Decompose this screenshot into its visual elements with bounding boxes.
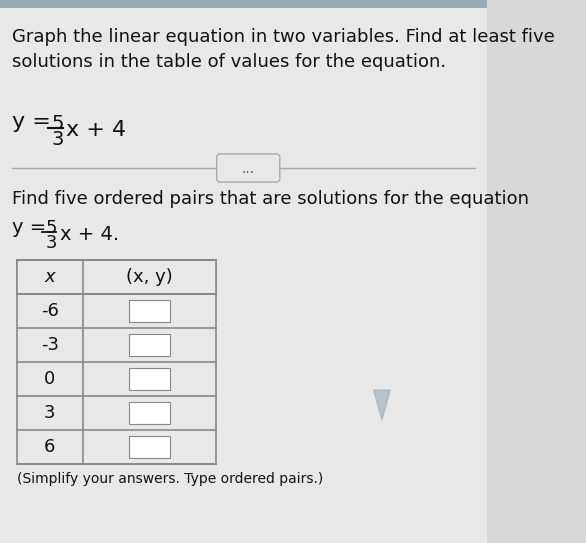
Text: 5: 5 [52, 114, 64, 133]
Text: -3: -3 [41, 336, 59, 354]
Text: 3: 3 [52, 130, 64, 149]
FancyBboxPatch shape [217, 154, 280, 182]
Text: 6: 6 [44, 438, 56, 456]
FancyBboxPatch shape [0, 0, 486, 543]
Text: y =: y = [12, 112, 50, 132]
FancyBboxPatch shape [129, 334, 170, 356]
Polygon shape [374, 390, 390, 420]
Text: (x, y): (x, y) [126, 268, 173, 286]
Text: ...: ... [241, 162, 255, 176]
Text: x + 4: x + 4 [66, 120, 127, 140]
Text: x + 4.: x + 4. [60, 225, 119, 244]
FancyBboxPatch shape [129, 436, 170, 458]
Text: 0: 0 [44, 370, 56, 388]
Text: -6: -6 [41, 302, 59, 320]
FancyBboxPatch shape [0, 0, 486, 8]
FancyBboxPatch shape [129, 368, 170, 390]
Text: x: x [45, 268, 55, 286]
FancyBboxPatch shape [16, 260, 216, 294]
Text: 3: 3 [44, 404, 56, 422]
Text: 3: 3 [46, 234, 57, 252]
Text: 5: 5 [46, 219, 57, 237]
FancyBboxPatch shape [129, 402, 170, 424]
Text: y =: y = [12, 218, 46, 237]
Text: Find five ordered pairs that are solutions for the equation: Find five ordered pairs that are solutio… [12, 190, 529, 208]
FancyBboxPatch shape [129, 300, 170, 322]
Text: (Simplify your answers. Type ordered pairs.): (Simplify your answers. Type ordered pai… [16, 472, 323, 486]
FancyBboxPatch shape [16, 260, 216, 464]
Text: Graph the linear equation in two variables. Find at least five
solutions in the : Graph the linear equation in two variabl… [12, 28, 554, 71]
